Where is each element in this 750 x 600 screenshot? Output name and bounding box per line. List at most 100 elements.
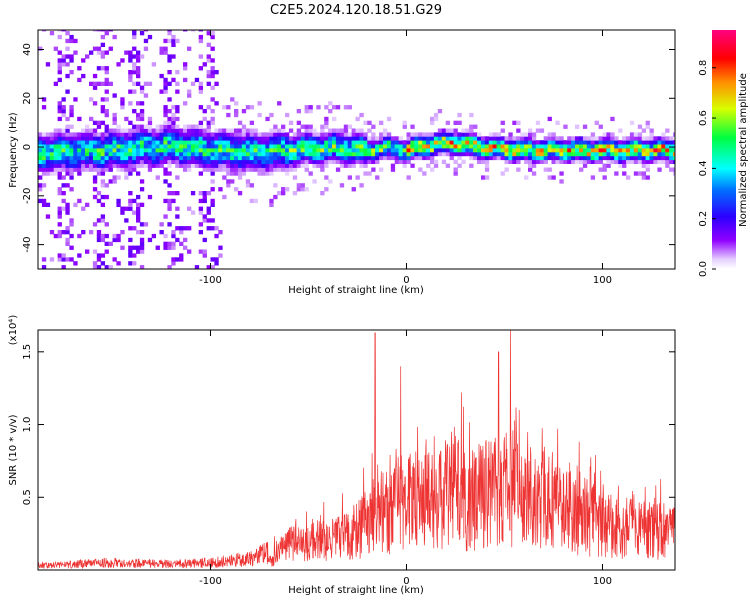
heatmap-cell [120,167,125,172]
heatmap-cell [108,179,113,184]
heatmap-cell [57,191,62,196]
heatmap-cell [481,136,486,141]
heatmap-cell [194,136,200,141]
heatmap-cell [226,155,231,161]
heatmap-cell [641,136,647,141]
heatmap-cell [457,136,462,141]
heatmap-cell [645,148,650,153]
heatmap-cell [163,144,168,149]
heatmap-cell [175,140,180,145]
heatmap-cell [273,144,278,149]
heatmap-cell [104,148,109,153]
heatmap-cell [120,136,125,141]
heatmap-cell [363,120,368,125]
heatmap-cell [167,241,172,246]
heatmap-cell [445,151,451,157]
heatmap-cell [92,140,98,145]
heatmap-cell [159,163,164,168]
heatmap-cell [136,112,141,118]
heatmap-cell [175,148,180,153]
heatmap-cell [198,38,204,44]
heatmap-cell [414,144,419,149]
heatmap-cell [61,183,66,188]
heatmap-cell [198,81,204,86]
heatmap-cell [49,132,55,137]
heatmap-cell [285,132,290,137]
heatmap-cell [167,30,172,32]
heatmap-cell [49,159,55,164]
heatmap-cell [422,171,427,176]
heatmap-cell [179,230,184,235]
heatmap-cell [390,163,396,168]
y-tick-label: 1.5 [22,344,33,360]
heatmap-cell [128,171,133,176]
heatmap-cell [57,132,62,137]
heatmap-cell [347,136,353,141]
heatmap-cell [77,77,82,83]
heatmap-cell [273,132,278,137]
heatmap-cell [163,112,168,118]
heatmap-cell [96,50,102,55]
heatmap-cell [132,124,137,129]
heatmap-cell [273,183,278,188]
heatmap-cell [500,140,505,145]
heatmap-cell [65,38,70,44]
heatmap-cell [147,237,153,243]
heatmap-cell [132,30,137,32]
heatmap-cell [128,58,133,63]
heatmap-cell [136,144,141,149]
heatmap-cell [563,155,568,161]
heatmap-cell [171,151,176,157]
x-tick-label: 100 [593,576,612,587]
heatmap-cell [594,148,599,153]
heatmap-cell [120,206,125,211]
heatmap-cell [351,144,356,149]
heatmap-cell [335,155,341,161]
heatmap-cell [202,249,207,254]
heatmap-cell [230,97,235,102]
heatmap-cell [669,159,674,164]
heatmap-cell [89,97,94,102]
heatmap-cell [296,132,302,137]
heatmap-cell [89,116,94,122]
heatmap-cell [100,202,106,207]
heatmap-cell [641,151,647,157]
heatmap-cell [586,140,592,145]
heatmap-cell [637,151,643,157]
heatmap-cell [57,62,62,67]
heatmap-cell [49,31,55,36]
heatmap-cell [237,167,243,172]
heatmap-cell [339,144,345,149]
heatmap-cell [437,140,443,145]
heatmap-cell [108,163,113,168]
heatmap-cell [257,144,262,149]
heatmap-cell [618,155,623,161]
heatmap-cell [626,155,631,161]
heatmap-cell [343,140,349,145]
heatmap-cell [304,132,309,137]
heatmap-cell [324,159,329,164]
heatmap-cell [183,148,188,153]
heatmap-cell [637,140,643,145]
heatmap-cell [163,105,168,110]
heatmap-cell [524,140,529,145]
heatmap-cell [269,202,274,207]
heatmap-cell [433,144,439,149]
heatmap-cell [171,34,176,40]
heatmap-cell [171,105,176,110]
heatmap-cell [210,218,215,223]
heatmap-cell [245,136,251,141]
heatmap-cell [38,159,43,164]
heatmap-cell [394,148,400,153]
heatmap-cell [73,202,78,207]
heatmap-cell [245,183,251,188]
heatmap-cell [120,148,125,153]
heatmap-cell [500,155,505,161]
heatmap-cell [555,144,560,149]
heatmap-cell [210,120,215,125]
heatmap-cell [257,163,262,168]
heatmap-cell [241,144,247,149]
heatmap-cell [124,50,129,55]
heatmap-cell [38,163,43,168]
heatmap-cell [316,151,321,157]
